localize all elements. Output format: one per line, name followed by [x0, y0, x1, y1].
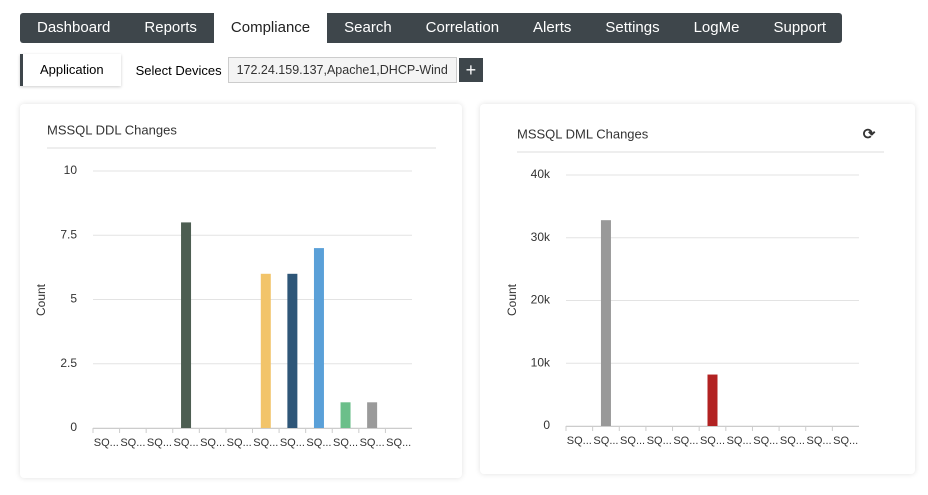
x-tick-label: SQ...	[833, 435, 858, 447]
nav-tab[interactable]: Settings	[605, 19, 660, 36]
nav-tab[interactable]: Alerts	[533, 19, 572, 36]
x-tick-label: SQ...	[593, 435, 618, 447]
y-tick-label: 2.5	[60, 356, 77, 370]
y-tick-label: 5	[70, 292, 77, 306]
nav-bar: Dashboard Reports Compliance Search Correlat…	[20, 13, 842, 43]
y-tick-label: 20k	[531, 293, 551, 307]
y-tick-label: 0	[70, 420, 77, 434]
y-tick-label: 0	[543, 418, 550, 432]
y-tick-label: 40k	[531, 167, 551, 181]
panel	[480, 104, 915, 474]
bar	[313, 248, 324, 428]
x-tick-label: SQ...	[700, 435, 725, 447]
application-tab[interactable]: Application	[20, 54, 121, 86]
bar	[707, 374, 718, 426]
bar	[367, 402, 378, 428]
y-tick-label: 7.5	[60, 227, 77, 241]
x-tick-label: SQ...	[647, 435, 672, 447]
bar	[260, 273, 271, 428]
x-tick-label: SQ...	[174, 437, 199, 449]
x-tick-label: SQ...	[94, 437, 119, 449]
y-tick-label: 10k	[531, 355, 551, 369]
device-field[interactable]: 172.24.159.137,Apache1,DHCP-Wind	[227, 57, 457, 83]
nav-tab[interactable]: Reports	[144, 19, 197, 36]
x-tick-label: SQ...	[306, 437, 331, 449]
bar	[287, 273, 298, 428]
x-tick-label: SQ...	[200, 437, 225, 449]
y-tick-label: 30k	[531, 230, 551, 244]
nav-tab[interactable]: Search	[344, 19, 392, 36]
x-tick-label: SQ...	[280, 437, 305, 449]
panel	[20, 104, 462, 478]
toolbar: Application Select Devices 172.24.159.13…	[20, 53, 483, 87]
nav-tab[interactable]: Compliance	[213, 13, 328, 43]
x-tick-label: SQ...	[780, 435, 805, 447]
x-tick-label: SQ...	[227, 437, 252, 449]
x-tick-label: SQ...	[386, 437, 411, 449]
x-tick-label: SQ...	[620, 435, 645, 447]
select-devices-label: Select Devices	[135, 62, 222, 78]
y-axis-title: Count	[505, 283, 519, 316]
chart-title: MSSQL DML Changes	[517, 126, 649, 141]
refresh-icon: ⟳	[863, 126, 876, 143]
x-tick-label: SQ...	[333, 437, 358, 449]
x-tick-label: SQ...	[253, 437, 278, 449]
nav-tab[interactable]: Correlation	[425, 19, 500, 36]
nav-tab[interactable]: Dashboard	[37, 19, 111, 36]
bar	[181, 222, 192, 428]
nav-tab[interactable]: LogMe	[693, 19, 740, 36]
x-tick-label: SQ...	[727, 435, 752, 447]
bar	[340, 402, 351, 428]
chart-title: MSSQL DDL Changes	[47, 122, 177, 137]
x-tick-label: SQ...	[120, 437, 145, 449]
x-tick-label: SQ...	[567, 435, 592, 447]
x-tick-label: SQ...	[807, 435, 832, 447]
add-button[interactable]: +	[458, 58, 483, 82]
y-tick-label: 10	[64, 163, 78, 177]
x-tick-label: SQ...	[147, 437, 172, 449]
x-tick-label: SQ...	[360, 437, 385, 449]
nav-tab[interactable]: Support	[773, 19, 827, 36]
x-tick-label: SQ...	[673, 435, 698, 447]
x-tick-label: SQ...	[753, 435, 778, 447]
bar	[600, 220, 611, 426]
y-axis-title: Count	[34, 283, 48, 316]
